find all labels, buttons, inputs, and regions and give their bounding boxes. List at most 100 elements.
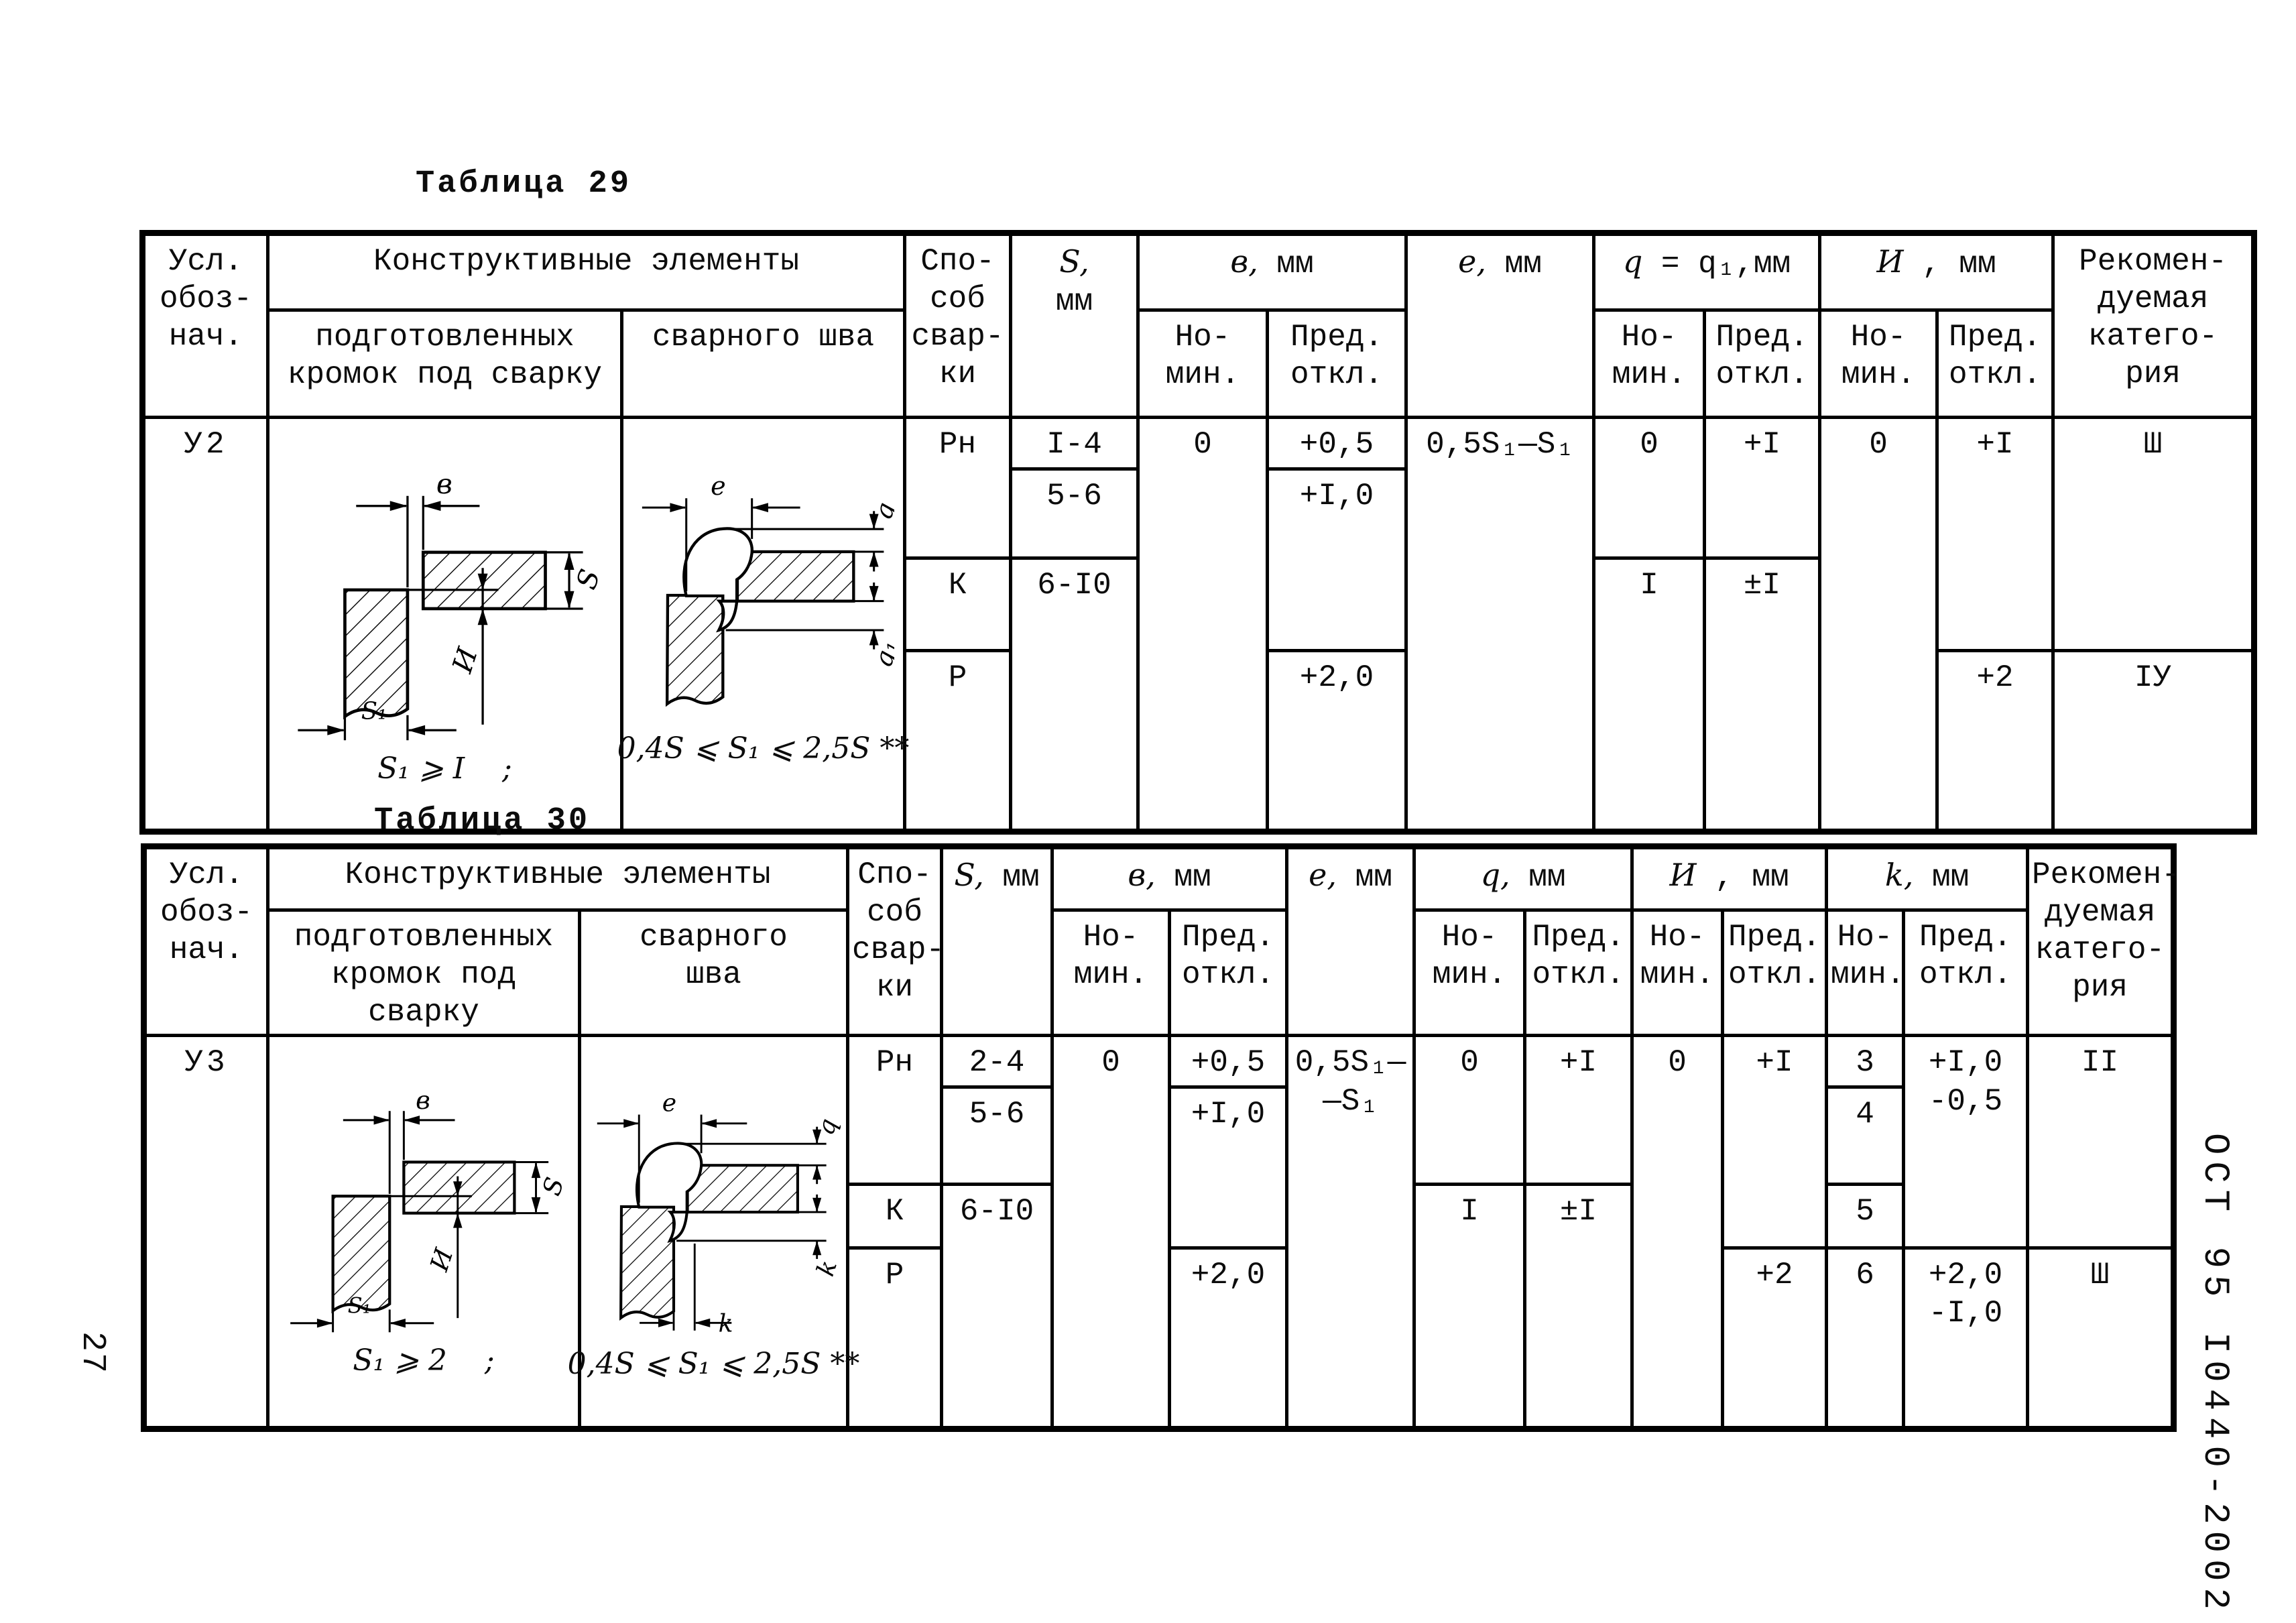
dim-label-e: е bbox=[711, 471, 726, 501]
dim-label-b: в bbox=[436, 467, 452, 499]
t30-v-deviation-1: +0,5 bbox=[1167, 1034, 1289, 1089]
t29-header-edges: подготовленных кромок под сварку bbox=[266, 308, 623, 419]
t29-s-range-2: 5-6 bbox=[1009, 467, 1140, 560]
dim-label-s: S bbox=[536, 1174, 570, 1199]
t29-v-deviation-1: +0,5 bbox=[1265, 416, 1408, 471]
dim-label-s1: S₁ bbox=[348, 1293, 371, 1318]
dim-label-i: И bbox=[424, 1244, 459, 1275]
t30-v-nominal: 0 bbox=[1050, 1034, 1171, 1431]
dim-label-e: е bbox=[662, 1089, 676, 1118]
corner-joint-edges-diagram: в S И S₁ bbox=[290, 1085, 570, 1333]
dim-label-i: И bbox=[445, 643, 483, 677]
corner-joint-seam-diagram: е q k k bbox=[597, 1089, 841, 1337]
t30-k-nominal-2: 4 bbox=[1825, 1085, 1906, 1186]
page-number: 27 bbox=[73, 1331, 111, 1375]
t29-edges-diagram-cell: в S И S₁ S₁ ⩾ I ; bbox=[266, 416, 623, 833]
t29-header-v-nominal: Но- мин. bbox=[1136, 308, 1269, 419]
t29-s-range-1: I-4 bbox=[1009, 416, 1140, 471]
t30-category-1: II bbox=[2026, 1034, 2176, 1250]
t30-header-v: в, мм bbox=[1050, 845, 1289, 912]
t30-e-value: 0,5S₁— —S₁ bbox=[1285, 1034, 1416, 1431]
t29-designation-u2: У2 bbox=[141, 416, 269, 833]
t29-header-v-deviation: Пред. откл. bbox=[1265, 308, 1408, 419]
t30-header-e: е, мм bbox=[1285, 844, 1416, 1038]
t30-v-deviation-2: +I,0 bbox=[1167, 1085, 1289, 1250]
t30-q-deviation-2: ±I bbox=[1523, 1182, 1634, 1431]
t30-header-i: И , мм bbox=[1630, 845, 1829, 912]
t29-category-2: IУ bbox=[2051, 648, 2256, 833]
t29-i-nominal: 0 bbox=[1818, 416, 1939, 833]
t30-header-i-deviation: Пред. откл. bbox=[1721, 908, 1829, 1038]
t30-header-q: q, мм bbox=[1412, 845, 1634, 912]
t30-header-q-nominal: Но- мин. bbox=[1412, 908, 1527, 1038]
t29-header-q-nominal: Но- мин. bbox=[1592, 308, 1707, 419]
t29-header-i-nominal: Но- мин. bbox=[1818, 308, 1939, 419]
dim-label-k-horizontal: k bbox=[718, 1309, 733, 1337]
t30-header-k: k, мм bbox=[1825, 845, 2030, 912]
t29-header-weld-method: Спо- соб свар- ки bbox=[903, 231, 1012, 419]
t29-category-1: Ш bbox=[2051, 416, 2256, 652]
t30-note-right: 0,4S ⩽ S₁ ⩽ 2,5S ** bbox=[567, 1347, 860, 1382]
t29-q-deviation-2: ±I bbox=[1703, 556, 1822, 833]
t29-s-range-3: 6-I0 bbox=[1009, 556, 1140, 833]
table-30: Усл. обоз- нач. Конструктивные элементы … bbox=[141, 843, 2180, 1432]
t30-header-s: S, мм bbox=[940, 844, 1054, 1038]
t30-header-constructive: Конструктивные элементы bbox=[266, 845, 849, 912]
t30-header-edges: подготовленных кромок под сварку bbox=[266, 908, 581, 1038]
table29-caption: Таблица 29 bbox=[416, 166, 632, 202]
t30-seam-diagram-cell: е q k k bbox=[568, 1034, 859, 1431]
t29-e-value: 0,5S₁—S₁ bbox=[1404, 416, 1596, 833]
t30-designation-u3: У3 bbox=[142, 1034, 269, 1431]
t29-header-i: И , мм bbox=[1818, 231, 2055, 312]
dim-label-k-vertical: k bbox=[810, 1256, 841, 1279]
t30-q-nominal-1: 0 bbox=[1412, 1034, 1527, 1186]
t29-header-constructive: Конструктивные элементы bbox=[266, 231, 906, 312]
t29-note-right: 0,4S ⩽ S₁ ⩽ 2,5S ** bbox=[617, 731, 910, 766]
t30-note-left: S₁ ⩾ 2 ; bbox=[353, 1343, 495, 1378]
t29-header-q: q = q₁,мм bbox=[1592, 231, 1822, 312]
t29-q-deviation-1: +I bbox=[1703, 416, 1822, 560]
t29-q-nominal-1: 0 bbox=[1592, 416, 1707, 560]
t30-edges-diagram-cell: в S И S₁ S₁ ⩾ 2 ; bbox=[266, 1034, 581, 1431]
t30-v-deviation-3: +2,0 bbox=[1167, 1246, 1289, 1431]
t30-k-deviation-2: +2,0 -I,0 bbox=[1902, 1246, 2030, 1431]
t30-s-range-3: 6-I0 bbox=[940, 1182, 1054, 1431]
corner-joint-seam-diagram: е q q₁ bbox=[642, 471, 894, 707]
t30-i-nominal: 0 bbox=[1630, 1034, 1725, 1431]
dim-label-s1: S₁ bbox=[361, 697, 387, 725]
t29-v-deviation-2: +I,0 bbox=[1265, 467, 1408, 652]
t30-s-range-1: 2-4 bbox=[940, 1034, 1054, 1089]
corner-joint-edges-diagram: в S И S₁ bbox=[297, 467, 606, 740]
t29-v-deviation-3: +2,0 bbox=[1265, 648, 1408, 833]
t30-k-nominal-4: 6 bbox=[1825, 1246, 1906, 1431]
t29-v-nominal: 0 bbox=[1136, 416, 1269, 833]
t29-q-nominal-2: I bbox=[1592, 556, 1707, 833]
t29-i-deviation-1: +I bbox=[1935, 416, 2055, 652]
t30-i-deviation-1: +I bbox=[1721, 1034, 1829, 1250]
t29-header-e: е, мм bbox=[1404, 231, 1596, 419]
dim-label-b: в bbox=[416, 1085, 430, 1115]
t30-method-k: К bbox=[846, 1182, 943, 1250]
table-29: Усл. обоз- нач. Конструктивные элементы … bbox=[139, 230, 2258, 835]
t29-header-s: S, мм bbox=[1009, 231, 1140, 419]
t30-header-designation: Усл. обоз- нач. bbox=[142, 844, 269, 1038]
t30-k-deviation-1: +I,0 -0,5 bbox=[1902, 1034, 2030, 1250]
t30-k-nominal-3: 5 bbox=[1825, 1182, 1906, 1250]
t29-method-r: Р bbox=[903, 648, 1012, 833]
t30-header-q-deviation: Пред. откл. bbox=[1523, 908, 1634, 1038]
t29-header-category: Рекомен- дуемая катего- рия bbox=[2051, 231, 2256, 419]
t30-header-v-deviation: Пред. откл. bbox=[1167, 908, 1289, 1038]
t29-header-v: в, мм bbox=[1136, 231, 1408, 312]
table30-caption: Таблица 30 bbox=[374, 803, 591, 839]
t29-i-deviation-2: +2 bbox=[1935, 648, 2055, 833]
t29-method-rn: Рн bbox=[903, 416, 1012, 560]
t30-header-v-nominal: Но- мин. bbox=[1050, 908, 1171, 1038]
t29-method-k: К bbox=[903, 556, 1012, 652]
t30-header-k-deviation: Пред. откл. bbox=[1902, 908, 2030, 1038]
t29-note-left: S₁ ⩾ I ; bbox=[377, 752, 512, 786]
t30-i-deviation-2: +2 bbox=[1721, 1246, 1829, 1431]
t30-q-nominal-2: I bbox=[1412, 1182, 1527, 1431]
t29-seam-diagram-cell: е q q₁ 0,4S ⩽ S₁ ⩽ 2,5S ** bbox=[617, 416, 909, 833]
t30-header-k-nominal: Но- мин. bbox=[1825, 908, 1906, 1038]
